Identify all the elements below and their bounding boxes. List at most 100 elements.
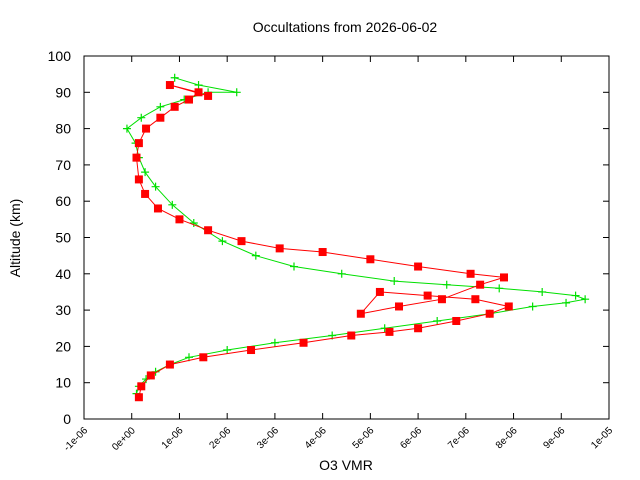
data-point (562, 298, 571, 307)
data-point (156, 102, 165, 111)
data-point (141, 189, 150, 198)
x-tick-label: 6e-06 (398, 425, 424, 451)
data-point (134, 139, 143, 148)
data-point (153, 204, 162, 213)
data-point (500, 273, 508, 282)
data-point (218, 237, 227, 246)
data-point (538, 287, 547, 296)
y-tick-label: 90 (55, 84, 71, 100)
data-point (199, 353, 208, 362)
data-point (571, 291, 580, 300)
data-point (476, 280, 485, 289)
data-point (290, 262, 298, 271)
data-point (168, 200, 177, 209)
data-point (165, 81, 174, 90)
data-point (237, 237, 246, 246)
data-point (141, 168, 150, 177)
data-point (146, 371, 155, 380)
data-point (189, 218, 198, 227)
data-point (337, 269, 346, 278)
data-point (395, 302, 403, 311)
data-point (247, 346, 256, 355)
data-point (185, 95, 193, 104)
chart-title: Occultations from 2026-06-02 (253, 19, 438, 35)
data-point (433, 316, 442, 325)
data-point (318, 248, 327, 257)
data-point (437, 295, 446, 304)
data-point (223, 346, 232, 355)
data-point (414, 262, 423, 271)
data-point (194, 81, 203, 90)
data-point (251, 251, 260, 260)
data-series (122, 73, 590, 402)
data-point (347, 331, 356, 340)
data-point (442, 280, 451, 289)
x-tick-label: 1e-06 (160, 425, 186, 451)
data-point (170, 102, 179, 111)
y-tick-label: 60 (55, 193, 71, 209)
data-point (471, 295, 480, 304)
data-point (134, 175, 143, 184)
data-point (204, 226, 213, 235)
data-point (452, 316, 461, 325)
y-axis-label: Altitude (km) (7, 199, 23, 278)
plot-border (83, 55, 610, 420)
data-point (122, 124, 131, 133)
series-line (135, 84, 511, 398)
series-1 (132, 81, 513, 402)
data-point (132, 153, 141, 162)
x-tick-label: 0e+00 (110, 425, 138, 453)
y-tick-label: 70 (55, 157, 71, 173)
x-tick-label: -1e-06 (62, 425, 91, 454)
data-point (385, 327, 394, 336)
data-point (423, 291, 432, 300)
x-tick-label: 2e-06 (207, 425, 233, 451)
data-point (134, 393, 143, 402)
data-point (151, 182, 160, 191)
series-line (126, 77, 587, 394)
x-tick-label: 7e-06 (446, 425, 472, 451)
data-point (485, 309, 494, 318)
x-tick-label: 9e-06 (542, 425, 568, 451)
y-tick-label: 80 (55, 121, 71, 137)
data-point (170, 73, 179, 82)
axis-ticks: 0 10 20 30 40 50 60 70 80 90 100 -1e-06 0e+00 1e-06 2e… (48, 48, 616, 454)
data-point (275, 244, 284, 253)
x-tick-label: 3e-06 (255, 425, 281, 451)
data-point (204, 91, 213, 100)
y-tick-label: 10 (55, 375, 71, 391)
x-tick-label: 8e-06 (494, 425, 520, 451)
data-point (390, 277, 399, 286)
x-tick-label: 5e-06 (351, 425, 377, 451)
data-point (466, 269, 475, 278)
data-point (137, 113, 146, 122)
x-tick-label: 4e-06 (303, 425, 329, 451)
y-tick-label: 100 (48, 48, 72, 64)
data-point (528, 302, 537, 311)
data-point (165, 360, 174, 369)
data-point (414, 324, 423, 333)
data-point (366, 255, 375, 264)
data-point (581, 295, 590, 304)
data-point (299, 338, 308, 347)
y-tick-label: 20 (55, 338, 71, 354)
data-point (156, 113, 165, 122)
data-point (175, 215, 184, 224)
data-point (356, 309, 365, 318)
data-point (495, 284, 504, 293)
data-point (232, 88, 241, 97)
data-point (194, 88, 203, 97)
y-tick-label: 50 (55, 230, 71, 246)
series-0 (122, 73, 590, 398)
data-point (375, 287, 384, 296)
y-tick-label: 0 (63, 411, 71, 427)
data-point (137, 382, 146, 391)
data-point (142, 124, 151, 133)
data-point (270, 338, 279, 347)
plot-frame (83, 55, 610, 420)
x-tick-label: 1e-05 (589, 425, 615, 451)
y-tick-label: 30 (55, 302, 71, 318)
x-axis-label: O3 VMR (319, 457, 373, 473)
y-tick-label: 40 (55, 266, 71, 282)
